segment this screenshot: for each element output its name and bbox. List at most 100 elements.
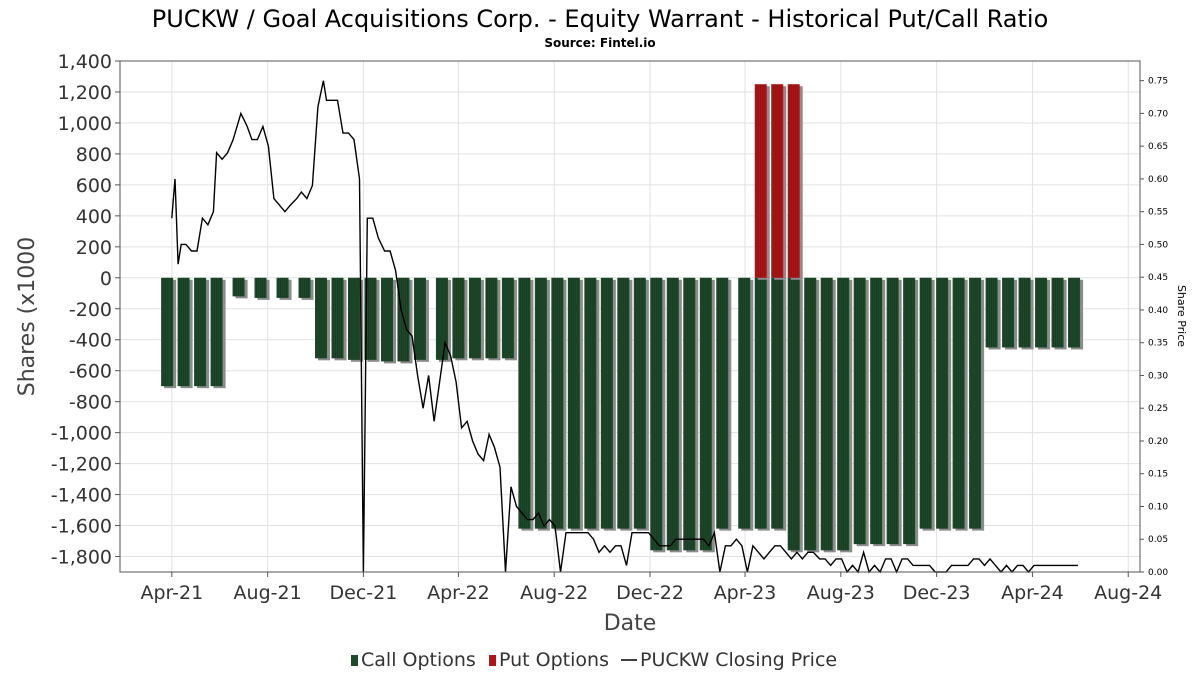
bar-fill — [853, 277, 866, 545]
bar-fill — [1068, 277, 1081, 348]
call-bar — [518, 277, 534, 531]
put-bar — [754, 84, 770, 280]
y-tick-label: 1,200 — [58, 82, 112, 104]
call-bar — [1051, 277, 1067, 350]
x-axis: Apr-21 Aug-21 Dec-21 Apr-22 Aug-22 Dec-22 Apr-… — [140, 572, 1162, 604]
call-bar — [314, 277, 331, 361]
call-options-swatch — [351, 655, 358, 666]
call-bar — [567, 277, 583, 531]
x-axis-label: Date — [604, 611, 657, 636]
call-bar — [738, 277, 754, 531]
call-bar — [177, 277, 193, 389]
y2-tick-label: 0.00 — [1148, 568, 1168, 578]
call-bar — [804, 277, 820, 553]
y-tick-label: -600 — [69, 361, 112, 383]
call-bar — [853, 277, 869, 547]
call-bar — [534, 277, 550, 531]
y-tick-label: 400 — [76, 206, 112, 228]
x-tick-label: Aug-24 — [1094, 582, 1162, 604]
y-tick-label: 600 — [76, 175, 112, 197]
put-options-swatch — [489, 655, 496, 666]
call-bar — [435, 277, 451, 362]
x-tick-label: Apr-22 — [427, 582, 490, 604]
bar-fill — [584, 277, 597, 529]
bar-fill — [870, 277, 883, 545]
bar-fill — [738, 277, 751, 529]
call-bar — [699, 277, 715, 553]
call-bar — [903, 277, 919, 547]
call-bar — [985, 277, 1001, 350]
bar-fill — [468, 277, 481, 359]
put-bar — [771, 84, 787, 280]
call-bar — [276, 277, 292, 300]
bar-fill — [518, 277, 531, 529]
bar-fill — [716, 277, 729, 529]
call-bar — [936, 277, 952, 531]
y-tick-label: -1,000 — [51, 423, 112, 445]
y2-tick-label: 0.60 — [1148, 175, 1168, 185]
call-bar — [787, 277, 803, 553]
bar-fill — [804, 277, 817, 551]
bar-fill — [210, 277, 223, 387]
y-tick-label: -200 — [69, 299, 112, 321]
bar-fill — [952, 277, 965, 529]
call-bar — [232, 277, 248, 299]
call-bar — [1002, 277, 1018, 350]
call-bar — [754, 277, 770, 531]
bar-fill — [1051, 277, 1064, 348]
y2-tick-label: 0.05 — [1148, 535, 1168, 545]
call-bar — [397, 277, 413, 364]
bar-fill — [771, 84, 784, 278]
call-bar — [298, 277, 314, 300]
bar-fill — [1035, 277, 1048, 348]
secondary-y-axis-label: Share Price — [1175, 285, 1188, 347]
call-bar — [666, 277, 682, 553]
bar-fill — [485, 277, 498, 359]
bar-fill — [600, 277, 613, 529]
legend: Call Options Put Options PUCKW Closing Pri… — [351, 649, 837, 671]
bar-fill — [551, 277, 564, 529]
bar-fill — [435, 277, 448, 360]
bar-fill — [1018, 277, 1031, 348]
call-bar — [886, 277, 902, 547]
bar-fill — [276, 277, 289, 298]
bar-fill — [617, 277, 630, 529]
call-bar — [650, 277, 666, 553]
call-bar — [1018, 277, 1034, 350]
bar-fill — [194, 277, 207, 387]
call-bar — [468, 277, 484, 361]
y-tick-label: -400 — [69, 330, 112, 352]
bar-fill — [683, 277, 696, 551]
price-line — [171, 80, 1078, 574]
y-tick-label: -1,400 — [51, 485, 112, 507]
y-axis: 1,400 1,200 1,000 800 600 400 200 0 -200 -400 -600… — [51, 51, 120, 569]
bar-fill — [254, 277, 267, 298]
y2-tick-label: 0.15 — [1148, 470, 1168, 480]
y2-tick-label: 0.70 — [1148, 109, 1168, 119]
x-tick-label: Dec-22 — [616, 582, 684, 604]
bar-fill — [837, 277, 850, 551]
bar-fill — [787, 84, 800, 278]
bar-fill — [886, 277, 899, 545]
x-tick-label: Aug-22 — [520, 582, 588, 604]
bar-fill — [666, 277, 679, 551]
bar-fill — [820, 277, 833, 551]
y-tick-label: 800 — [76, 144, 112, 166]
bar-fill — [364, 277, 377, 360]
bars — [161, 84, 1084, 553]
bar-fill — [298, 277, 311, 298]
put-options-legend-label: Put Options — [499, 649, 609, 671]
call-bar — [771, 277, 787, 531]
call-bar — [683, 277, 699, 553]
price-legend-label: PUCKW Closing Price — [640, 649, 837, 671]
x-tick-label: Dec-21 — [330, 582, 398, 604]
y-tick-label: -1,200 — [51, 454, 112, 476]
price-line-layer — [171, 80, 1078, 574]
call-bar — [633, 277, 649, 531]
bar-fill — [754, 84, 767, 278]
bar-fill — [754, 277, 767, 529]
bar-fill — [452, 277, 465, 359]
y-tick-label: 0 — [100, 268, 112, 290]
bar-fill — [985, 277, 998, 348]
bar-fill — [650, 277, 663, 551]
